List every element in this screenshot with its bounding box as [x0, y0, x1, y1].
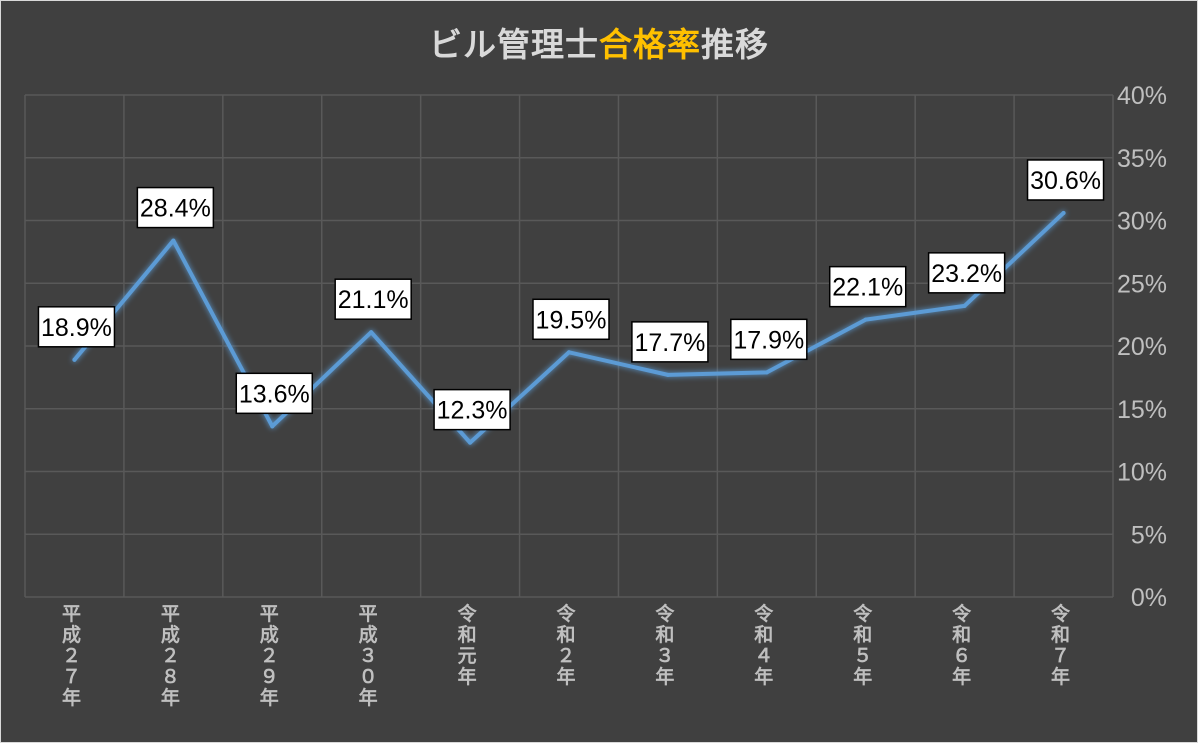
x-category-label: 平成２９年 [260, 603, 279, 709]
title-part-3: 推移 [701, 25, 769, 64]
data-label-text: 17.9% [733, 326, 804, 354]
data-label-text: 18.9% [41, 314, 112, 342]
x-category-label: 令和元年 [458, 602, 478, 688]
data-point [962, 303, 967, 308]
title-part-2: 合格率 [599, 25, 701, 64]
data-label: 18.9% [37, 306, 116, 348]
data-label: 17.7% [631, 321, 709, 363]
chart-title: ビル管理士合格率推移 [0, 18, 1198, 66]
data-label-box [927, 252, 1006, 294]
data-point [72, 357, 77, 362]
y-tick-label: 40% [1117, 82, 1167, 110]
data-label-text: 12.3% [437, 397, 508, 425]
data-point [369, 330, 374, 335]
data-label-box [1026, 159, 1105, 201]
x-category-label: 平成２７年 [62, 603, 81, 709]
data-label: 23.2% [927, 252, 1006, 294]
data-label-box [136, 186, 215, 229]
data-label: 17.9% [730, 318, 808, 361]
data-label-box [37, 306, 116, 348]
data-point [171, 238, 176, 243]
y-tick-label: 10% [1117, 459, 1167, 487]
data-label-text: 30.6% [1030, 167, 1101, 195]
data-point [270, 424, 275, 429]
x-axis: 平成２７年 平成２８年 平成２９年 平成３０年 令和元年 令和２年 令和３年 令和４年 令和５年… [62, 602, 1071, 709]
x-category-label: 令和６年 [952, 602, 972, 688]
x-category-label: 令和２年 [556, 602, 576, 688]
data-label-text: 23.2% [931, 260, 1002, 288]
x-category-label: 令和３年 [655, 602, 675, 688]
data-label: 12.3% [433, 388, 511, 431]
y-tick-label: 15% [1117, 396, 1167, 424]
x-category-label: 令和５年 [853, 602, 873, 688]
data-label-box [828, 265, 907, 308]
series-line-group [72, 210, 1066, 445]
x-category-label: 平成２８年 [161, 603, 180, 709]
data-label: 21.1% [334, 278, 412, 320]
data-point [468, 440, 473, 445]
data-point [1061, 210, 1066, 215]
data-label: 30.6% [1026, 159, 1105, 201]
grid-lines [24, 94, 1114, 598]
data-label-text: 19.5% [536, 306, 607, 334]
x-category-label: 平成３０年 [359, 603, 378, 709]
y-tick-label: 5% [1131, 521, 1167, 549]
data-label-box [433, 388, 511, 431]
data-point [665, 372, 670, 377]
data-point [567, 350, 571, 355]
y-tick-label: 0% [1131, 584, 1167, 612]
x-category-label: 令和７年 [1051, 602, 1071, 688]
y-tick-label: 30% [1117, 208, 1167, 236]
title-part-1: ビル管理士 [429, 25, 599, 64]
data-label: 22.1% [828, 265, 907, 308]
data-label-box [334, 278, 412, 320]
data-label: 28.4% [136, 186, 215, 229]
y-tick-label: 20% [1117, 333, 1167, 361]
data-label-box [235, 372, 314, 415]
data-labels: 18.9% 28.4% 13.6% 21.1% 12.3% 19.5% 17.7% 17.9%… [37, 159, 1105, 431]
data-point [863, 317, 868, 322]
data-label-text: 22.1% [832, 274, 903, 302]
data-label-box [730, 318, 808, 361]
y-tick-label: 35% [1117, 145, 1167, 173]
data-label-text: 28.4% [140, 195, 211, 223]
y-tick-label: 25% [1117, 270, 1167, 298]
data-label: 13.6% [235, 372, 314, 415]
data-label-text: 17.7% [634, 329, 705, 357]
data-label-box [532, 298, 610, 341]
data-label: 19.5% [532, 298, 610, 341]
data-point [764, 370, 769, 375]
data-label-text: 13.6% [239, 380, 310, 408]
y-axis: 0% 5% 10% 15% 20% 25% 30% 35% 40% [1117, 82, 1167, 612]
data-label-box [631, 321, 709, 363]
data-label-text: 21.1% [338, 286, 409, 314]
x-category-label: 令和４年 [754, 602, 774, 688]
